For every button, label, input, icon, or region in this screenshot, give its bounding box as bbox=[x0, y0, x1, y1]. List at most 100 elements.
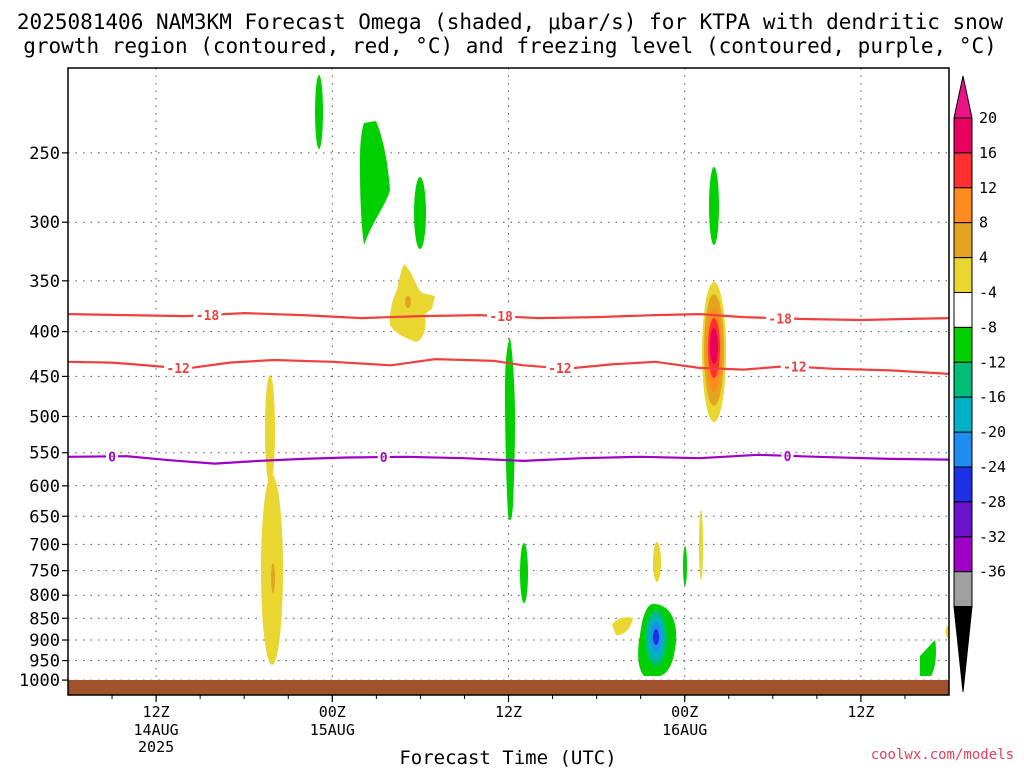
x-tick-label: 12Z bbox=[847, 703, 874, 721]
y-tick-label: 500 bbox=[29, 407, 60, 427]
colorbar-label: -20 bbox=[979, 423, 1006, 441]
colorbar-bottom-arrow bbox=[953, 606, 973, 693]
contour-label-bg bbox=[781, 447, 794, 463]
omega-region-updraft-col3-20 bbox=[710, 328, 718, 364]
contour-label--12: -12 bbox=[548, 362, 571, 377]
contour-line-0 bbox=[67, 453, 950, 465]
omega-region-downdraft-green-a bbox=[315, 75, 323, 149]
colorbar-label: -16 bbox=[979, 388, 1006, 406]
y-tick-label: 900 bbox=[29, 631, 60, 651]
x-tick-year: 2025 bbox=[138, 738, 174, 756]
contour-layer: -18 -18 -18 -12 -12 -12 0 0 0 bbox=[67, 306, 950, 466]
colorbar-label: -32 bbox=[979, 528, 1006, 546]
contour-line--12 bbox=[67, 357, 950, 375]
x-tick-label: 00Z bbox=[671, 703, 698, 721]
y-tick-label: 750 bbox=[29, 562, 60, 582]
watermark: coolwx.com/models bbox=[871, 747, 1014, 763]
contour-label--18: -18 bbox=[768, 312, 792, 327]
ground-band bbox=[68, 680, 949, 695]
colorbar-top-arrow bbox=[953, 75, 973, 119]
y-tick-label: 350 bbox=[29, 272, 60, 292]
colorbar-label: 4 bbox=[979, 249, 988, 267]
contour-label--18: -18 bbox=[489, 310, 513, 325]
y-tick-label: 550 bbox=[29, 444, 60, 464]
omega-region-updraft-col1-b bbox=[265, 375, 275, 485]
colorbar-swatch bbox=[953, 536, 973, 573]
colorbar-swatch bbox=[953, 501, 973, 538]
omega-region-updraft-col2-core bbox=[405, 296, 411, 308]
x-axis-label: Forecast Time (UTC) bbox=[399, 747, 616, 768]
colorbar-label: 8 bbox=[979, 214, 988, 232]
y-tick-label: 650 bbox=[29, 507, 60, 527]
contour-label-bg bbox=[780, 358, 809, 374]
colorbar-label: 12 bbox=[979, 179, 997, 197]
colorbar-swatch bbox=[953, 571, 973, 608]
omega-region-downdraft-green-e bbox=[505, 337, 515, 521]
y-tick-label: 450 bbox=[29, 367, 60, 387]
omega-region-downdraft-green-b bbox=[360, 121, 390, 245]
colorbar-swatch bbox=[953, 257, 973, 294]
omega-region-downdraft-green-c bbox=[414, 177, 426, 249]
contour-label--12: -12 bbox=[166, 362, 189, 377]
y-tick-label: 950 bbox=[29, 652, 60, 672]
omega-region-downdraft-blue-20 bbox=[653, 629, 659, 645]
colorbar-swatch bbox=[953, 292, 973, 328]
omega-region-updraft-small-c bbox=[612, 617, 633, 636]
omega-region-downdraft-green-f bbox=[520, 543, 528, 603]
chart-title-line2: growth region (contoured, red, °C) and f… bbox=[23, 34, 997, 58]
colorbar-swatch bbox=[953, 361, 973, 398]
omega-region-downdraft-green-d bbox=[709, 167, 719, 245]
y-tick-label: 1000 bbox=[19, 671, 60, 691]
chart-title-line1: 2025081406 NAM3KM Forecast Omega (shaded… bbox=[17, 10, 1004, 34]
contour-label-bg bbox=[193, 306, 222, 322]
contour-label-0: 0 bbox=[108, 450, 116, 465]
y-tick-label: 300 bbox=[29, 213, 60, 233]
omega-shading-layer bbox=[261, 75, 949, 676]
contour-label-bg bbox=[106, 448, 119, 464]
colorbar-swatch bbox=[953, 187, 973, 224]
x-tick-label: 12Z bbox=[143, 703, 170, 721]
colorbar-label: -28 bbox=[979, 493, 1006, 511]
omega-region-updraft-small-a bbox=[653, 542, 661, 582]
contour-label--12: -12 bbox=[783, 361, 806, 376]
contour-label-bg bbox=[545, 360, 574, 376]
colorbar-swatch bbox=[953, 117, 973, 154]
contour-line--18 bbox=[67, 311, 950, 322]
contour-label-bg bbox=[164, 360, 193, 376]
contour-label-bg bbox=[487, 308, 516, 324]
colorbar-label: -36 bbox=[979, 563, 1006, 581]
colorbar-label: 16 bbox=[979, 144, 997, 162]
x-tick-label: 12Z bbox=[495, 703, 522, 721]
x-tick-date: 14AUG bbox=[134, 721, 179, 739]
colorbar-swatch bbox=[953, 152, 973, 189]
y-tick-label: 800 bbox=[29, 586, 60, 606]
colorbar-swatch bbox=[953, 396, 973, 433]
contour-label-bg bbox=[377, 449, 390, 465]
omega-region-downdraft-green-h bbox=[920, 640, 936, 676]
omega-region-downdraft-green-g bbox=[683, 546, 687, 586]
colorbar-label: -12 bbox=[979, 353, 1006, 371]
omega-region-updraft-small-d bbox=[945, 624, 949, 640]
colorbar-swatch bbox=[953, 466, 973, 503]
colorbar-label: -4 bbox=[979, 284, 997, 302]
colorbar-swatch bbox=[953, 431, 973, 468]
colorbar-label: -8 bbox=[979, 318, 997, 336]
colorbar-label: -24 bbox=[979, 458, 1006, 476]
colorbar: 20 16 12 8 4 -4 -8 -12 -16 -20 -24 -28 -32 -36 bbox=[953, 75, 1006, 693]
omega-region-updraft-small-b bbox=[699, 510, 703, 580]
x-tick-date: 15AUG bbox=[310, 721, 355, 739]
contour-label-0: 0 bbox=[380, 451, 388, 466]
colorbar-swatch bbox=[953, 326, 973, 363]
contour-label--18: -18 bbox=[196, 309, 220, 324]
contour-label-bg bbox=[766, 310, 795, 326]
contour-label-0: 0 bbox=[784, 450, 792, 465]
omega-region-updraft-col2 bbox=[389, 264, 435, 342]
y-tick-label: 700 bbox=[29, 535, 60, 555]
y-tick-label: 250 bbox=[29, 144, 60, 164]
y-axis: 2503003504004505005506006507007508008509… bbox=[19, 144, 68, 691]
omega-region-updraft-col1-core bbox=[271, 563, 275, 593]
x-tick-label: 00Z bbox=[319, 703, 346, 721]
